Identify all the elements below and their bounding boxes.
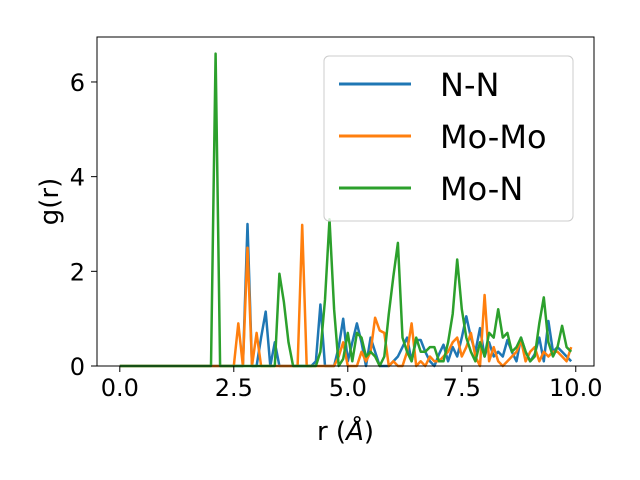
x-tick-label: 2.5: [215, 374, 253, 402]
x-axis-label-main: r (: [317, 417, 346, 447]
y-axis-ticks: 0 2 4 6: [70, 69, 97, 381]
x-axis-label-unit: Å: [344, 415, 364, 447]
x-tick-label: 0.0: [101, 374, 139, 402]
x-tick-label: 5.0: [329, 374, 367, 402]
x-axis-label: r (Å): [317, 415, 374, 447]
series-line-1: [119, 223, 573, 368]
legend-label-2: Mo-N: [440, 170, 523, 208]
y-tick-label: 0: [70, 353, 85, 381]
x-axis-label-close: ): [364, 417, 374, 447]
legend-label-1: Mo-Mo: [440, 118, 547, 156]
y-tick-label: 6: [70, 69, 85, 97]
y-tick-label: 4: [70, 164, 85, 192]
x-tick-label: 7.5: [443, 374, 481, 402]
y-axis-label: g(r): [35, 178, 65, 225]
x-axis-ticks: 0.0 2.5 5.0 7.5 10.0: [101, 366, 602, 402]
y-tick-label: 2: [70, 258, 85, 286]
legend-label-0: N-N: [440, 66, 499, 104]
axes-frame: [96, 36, 595, 367]
legend: N-N Mo-Mo Mo-N: [323, 55, 574, 222]
legend-box: [323, 55, 574, 222]
x-tick-label: 10.0: [549, 374, 602, 402]
